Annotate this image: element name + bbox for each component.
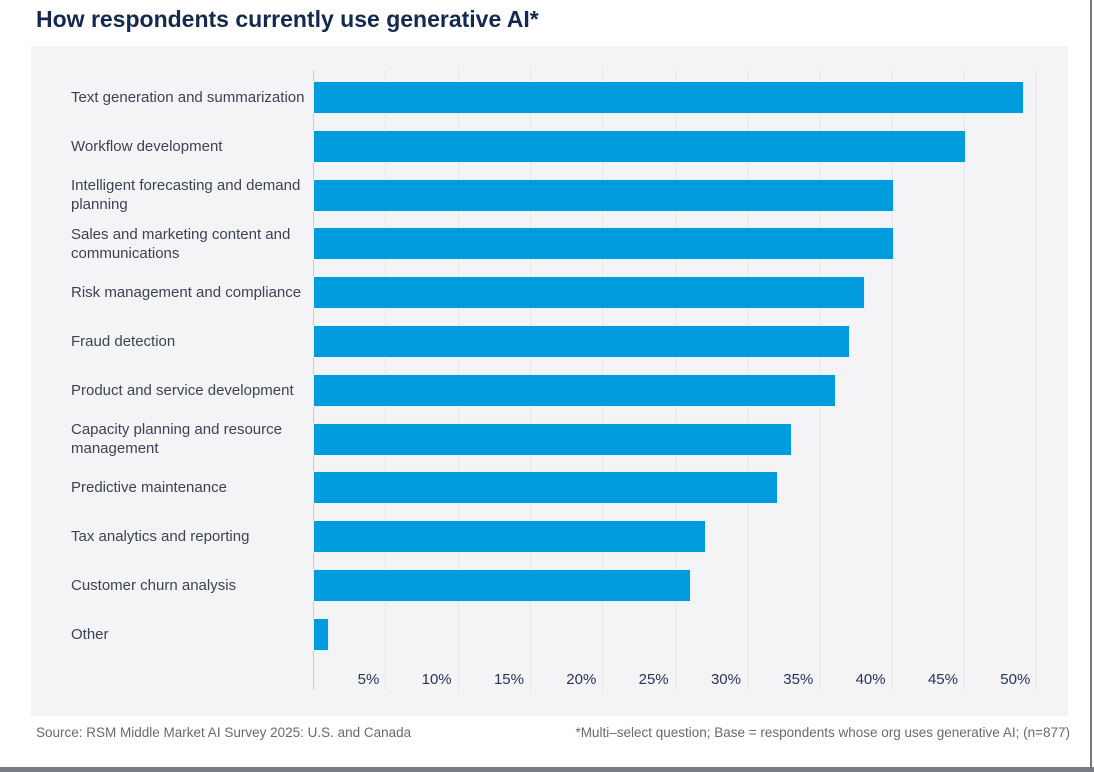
- bar: [314, 618, 329, 650]
- bar: [314, 277, 864, 309]
- x-tick-label: 15%: [493, 671, 524, 688]
- category-label: Predictive maintenance: [71, 479, 227, 497]
- right-frame-line: [1090, 0, 1092, 772]
- bar: [314, 179, 893, 211]
- x-tick-label: 5%: [357, 671, 380, 688]
- category-label: Risk management and compliance: [71, 284, 302, 302]
- category-label: Other: [71, 625, 109, 643]
- x-tick-label: 50%: [1000, 671, 1031, 688]
- chart-title: How respondents currently use generative…: [36, 6, 539, 32]
- bar: [314, 570, 691, 601]
- x-tick-label: 45%: [927, 671, 958, 688]
- bar: [314, 472, 777, 504]
- category-label: Capacity planning and resource managemen…: [71, 421, 282, 458]
- category-label: Customer churn analysis: [71, 577, 237, 594]
- bar: [314, 228, 893, 260]
- bar: [314, 326, 850, 357]
- x-tick-label: 25%: [638, 671, 669, 688]
- x-tick-label: 35%: [783, 671, 814, 688]
- bar: [314, 423, 792, 455]
- x-tick-label: 30%: [710, 671, 741, 688]
- category-label: Fraud detection: [71, 333, 176, 350]
- bar: [314, 521, 705, 553]
- bar: [314, 82, 1023, 113]
- x-tick-label: 10%: [421, 671, 452, 688]
- gridline: [963, 70, 965, 690]
- x-tick-label: 40%: [855, 671, 886, 688]
- chart-panel: Text generation and summarization Workflo…: [31, 46, 1068, 716]
- category-label: Text generation and summarization: [71, 89, 305, 106]
- gridline: [891, 70, 893, 690]
- source-note: Source: RSM Middle Market AI Survey 2025…: [36, 725, 412, 740]
- y-axis-line: [313, 70, 314, 690]
- category-label: Tax analytics and reporting: [71, 528, 250, 546]
- category-label: Product and service development: [71, 381, 294, 399]
- category-label: Sales and marketing content and communic…: [71, 225, 291, 262]
- bar: [314, 130, 965, 162]
- bottom-frame-bar: [0, 767, 1094, 772]
- category-label: Intelligent forecasting and demand plann…: [71, 177, 301, 214]
- category-label: Workflow development: [71, 137, 223, 155]
- footnote: *Multi–select question; Base = responden…: [575, 725, 1070, 740]
- x-tick-label: 20%: [566, 671, 597, 688]
- bar: [314, 374, 835, 406]
- gridline: [1036, 70, 1038, 690]
